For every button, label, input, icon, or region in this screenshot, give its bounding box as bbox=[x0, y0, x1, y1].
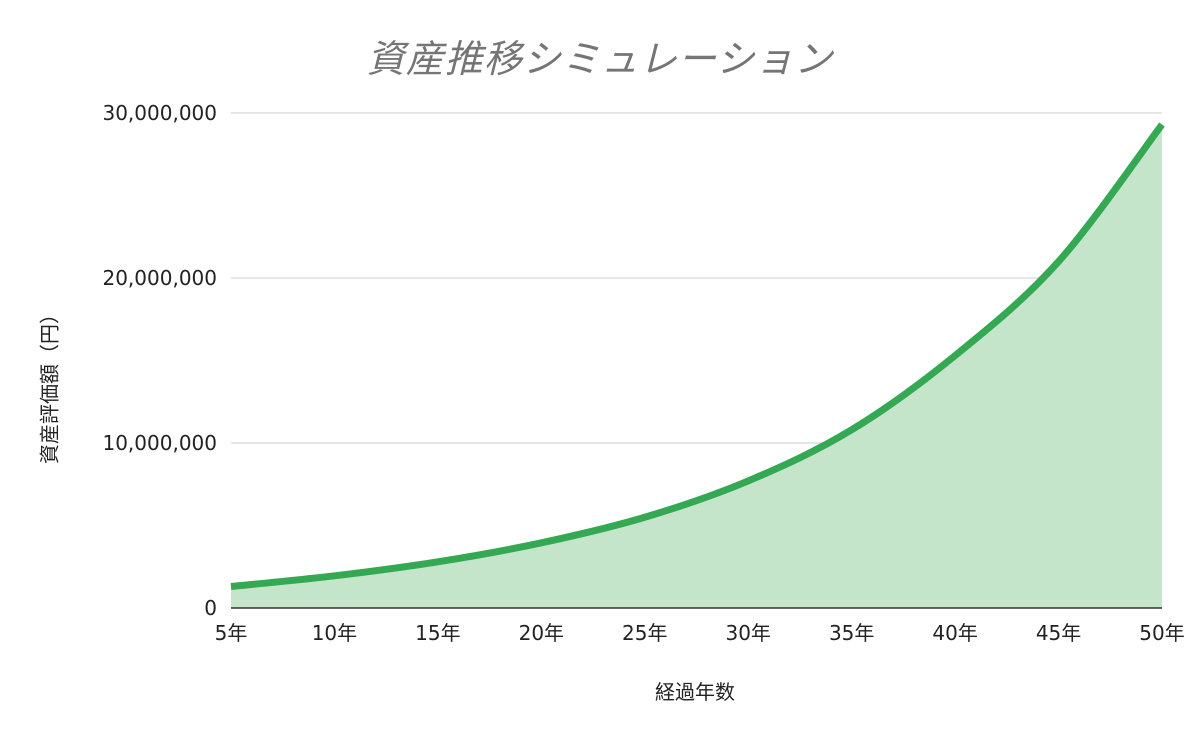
y-tick-label: 30,000,000 bbox=[102, 101, 217, 125]
y-tick-label: 10,000,000 bbox=[102, 431, 217, 455]
y-tick-label: 20,000,000 bbox=[102, 266, 217, 290]
x-tick-label: 5年 bbox=[215, 621, 248, 645]
series-line bbox=[230, 122, 1165, 591]
series-area bbox=[231, 124, 1162, 609]
x-tick-label: 30年 bbox=[725, 621, 770, 645]
chart-title: 資産推移シミュレーション bbox=[366, 37, 834, 81]
x-tick-label: 50年 bbox=[1139, 621, 1184, 645]
x-tick-label: 10年 bbox=[312, 621, 357, 645]
x-tick-label: 15年 bbox=[415, 621, 460, 645]
x-tick-label: 40年 bbox=[932, 621, 977, 645]
x-tick-label: 20年 bbox=[519, 621, 564, 645]
x-tick-label: 45年 bbox=[1036, 621, 1081, 645]
x-tick-label: 25年 bbox=[622, 621, 667, 645]
x-tick-label: 35年 bbox=[829, 621, 874, 645]
y-tick-label: 0 bbox=[204, 596, 217, 620]
